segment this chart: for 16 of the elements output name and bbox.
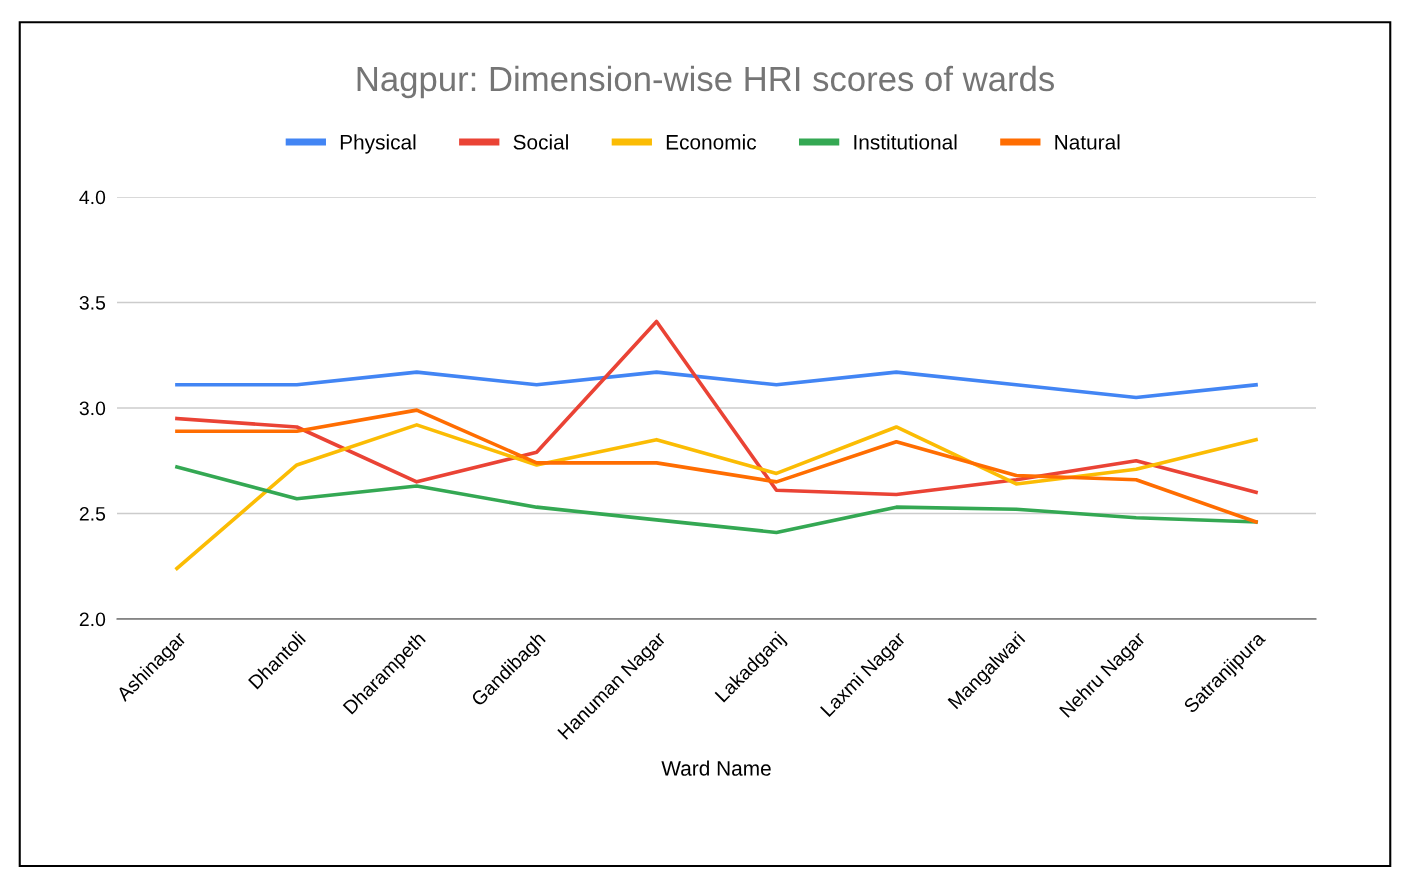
y-tick-label: 4.0 xyxy=(79,190,106,205)
y-tick-label: 2.5 xyxy=(79,506,106,521)
y-tick-label: 3.0 xyxy=(79,401,106,416)
y-tick-label: 3.5 xyxy=(79,295,106,310)
legend-label: Natural xyxy=(1055,134,1120,150)
x-axis-title: Ward Name xyxy=(661,760,771,776)
legend-label: Physical xyxy=(340,134,416,154)
legend-label: Institutional xyxy=(854,134,957,150)
chart-title: Nagpur: Dimension-wise HRI scores of wards xyxy=(357,65,1054,99)
legend-label: Social xyxy=(513,134,568,150)
line-series xyxy=(175,408,1258,524)
line-series xyxy=(175,423,1258,571)
line-series xyxy=(175,465,1258,535)
legend-label: Economic xyxy=(666,134,757,150)
line-series xyxy=(175,319,1258,497)
y-tick-label: 2.0 xyxy=(79,612,106,627)
